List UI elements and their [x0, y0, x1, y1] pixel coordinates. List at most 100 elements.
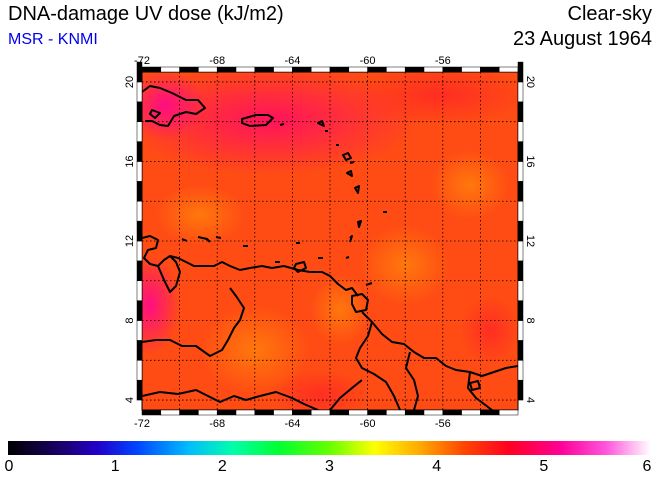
latitude-label: 16: [524, 155, 536, 167]
frame-segment: [461, 409, 481, 416]
longitude-label: -68: [209, 55, 225, 67]
frame-segment: [136, 340, 143, 361]
frame-segment: [136, 81, 143, 103]
frame-segment: [179, 66, 199, 73]
source-label: MSR - KNMI: [8, 31, 98, 48]
frame-segment: [517, 320, 524, 341]
frame-segment: [160, 66, 180, 73]
frame-segment: [517, 360, 524, 381]
frame-segment: [404, 409, 425, 416]
frame-segment: [136, 240, 143, 262]
longitude-label: -72: [134, 418, 150, 430]
latitude-label: 8: [124, 317, 136, 323]
colorbar-label: 2: [217, 458, 227, 475]
frame-segment: [517, 240, 524, 262]
frame-segment: [517, 379, 524, 401]
frame-segment: [136, 320, 143, 341]
colorbar-label: 4: [432, 458, 442, 475]
frame-segment: [517, 101, 524, 122]
longitude-labels-bottom: -72 -68 -64 -60 -56: [134, 418, 451, 430]
frame-segment: [216, 409, 237, 416]
frame-segment: [367, 66, 387, 73]
frame-segment: [423, 66, 444, 73]
frame-segment: [136, 141, 143, 162]
frame-segment: [517, 81, 524, 103]
latitude-label: 12: [124, 235, 136, 247]
frame-segment: [442, 66, 462, 73]
frame-segment: [517, 121, 524, 142]
colorbar-label: 6: [642, 458, 652, 475]
frame-segment: [136, 379, 143, 401]
frame-segment: [461, 66, 481, 73]
frame-segment: [235, 409, 256, 416]
frame-segment: [136, 360, 143, 381]
frame-segment: [136, 121, 143, 142]
frame-segment: [198, 66, 218, 73]
frame-segment: [235, 66, 256, 73]
latitude-label: 4: [124, 397, 136, 403]
frame-segment: [136, 300, 143, 321]
latitude-label: 4: [524, 397, 536, 403]
frame-segment: [292, 409, 312, 416]
latitude-labels-left: 20 16 12 8 4: [124, 76, 136, 403]
frame-segment: [136, 200, 143, 222]
frame-segment: [423, 409, 444, 416]
frame-segment: [517, 260, 524, 282]
frame-segment: [273, 66, 293, 73]
frame-segment: [136, 260, 143, 282]
frame-segment: [517, 141, 524, 162]
frame-segment: [141, 66, 162, 73]
latitude-label: 20: [124, 76, 136, 88]
frame-segment: [141, 409, 162, 416]
frame-segment: [517, 300, 524, 321]
frame-segment: [367, 409, 387, 416]
frame-segment: [273, 409, 293, 416]
frame-segment: [517, 61, 524, 83]
colorbar: [8, 441, 651, 455]
map-title: DNA-damage UV dose (kJ/m2): [8, 3, 284, 25]
colorbar-label: 1: [110, 458, 120, 475]
frame-segment: [136, 161, 143, 182]
graticule: [142, 72, 518, 410]
frame-segment: [160, 409, 180, 416]
frame-segment: [517, 340, 524, 361]
longitude-label: -56: [435, 55, 451, 67]
frame-segment: [136, 220, 143, 242]
frame-segment: [216, 66, 237, 73]
frame-segment: [329, 66, 350, 73]
frame-segment: [179, 409, 199, 416]
longitude-label: -64: [284, 418, 300, 430]
frame-segment: [404, 66, 425, 73]
frame-segment: [348, 409, 368, 416]
longitude-label: -56: [435, 418, 451, 430]
colorbar-label: 3: [325, 458, 334, 475]
frame-segment: [517, 161, 524, 182]
frame-segment: [310, 66, 331, 73]
longitude-label: -60: [360, 55, 376, 67]
frame-segment: [517, 220, 524, 242]
frame-segment: [498, 66, 519, 73]
frame-segment: [310, 409, 331, 416]
frame-segment: [517, 200, 524, 222]
frame-segment: [442, 409, 462, 416]
frame-segment: [292, 66, 312, 73]
colorbar-label: 0: [4, 458, 14, 475]
longitude-label: -60: [360, 418, 376, 430]
longitude-label: -72: [134, 55, 150, 67]
date-label: 23 August 1964: [512, 28, 652, 50]
frame-segment: [136, 181, 143, 202]
longitude-labels-top: -72 -68 -64 -60 -56: [134, 55, 451, 67]
frame-segment: [136, 101, 143, 122]
frame-segment: [254, 66, 274, 73]
latitude-label: 12: [524, 235, 536, 247]
frame-segment: [198, 409, 218, 416]
frame-segment: [136, 280, 143, 301]
colorbar-label: 5: [539, 458, 549, 475]
frame-segment: [480, 66, 500, 73]
frame-segment: [517, 280, 524, 301]
frame-segment: [254, 409, 274, 416]
sky-condition-label: Clear-sky: [567, 3, 652, 25]
frame-segment: [517, 181, 524, 202]
frame-segment: [386, 66, 406, 73]
